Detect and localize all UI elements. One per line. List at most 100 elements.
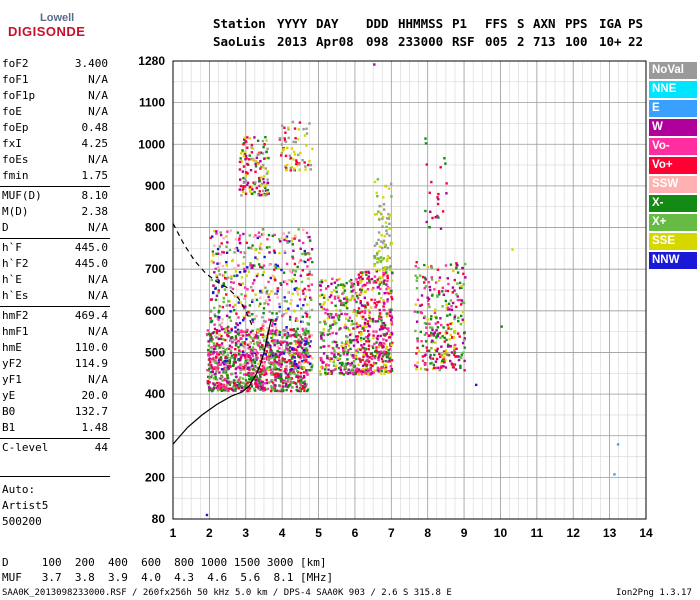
echo-point [273, 364, 276, 367]
echo-point [247, 355, 250, 359]
echo-point [245, 337, 248, 341]
x-tick-label: 6 [352, 526, 359, 540]
echo-point [438, 331, 442, 335]
echo-point [208, 357, 211, 360]
echo-point [307, 355, 310, 358]
echo-point [366, 288, 370, 291]
echo-point [259, 194, 262, 197]
echo-point [428, 334, 431, 337]
echo-point [218, 262, 221, 265]
echo-point [239, 376, 242, 379]
echo-point [261, 139, 265, 143]
echo-point [259, 265, 262, 269]
echo-point [233, 384, 237, 388]
echo-point [388, 266, 391, 269]
echo-point [297, 338, 300, 341]
echo-point [288, 346, 292, 349]
echo-point [415, 320, 419, 323]
echo-point [297, 351, 301, 355]
echo-point [278, 302, 281, 306]
echo-point [285, 308, 288, 312]
echo-point [238, 384, 242, 388]
echo-point [376, 366, 380, 369]
echo-point [390, 331, 393, 335]
header-cell: P1 [452, 16, 468, 31]
echo-point [437, 293, 441, 296]
param-separator [0, 306, 110, 307]
echo-point [356, 297, 360, 300]
echo-point [275, 389, 279, 392]
echo-point [444, 299, 447, 303]
echo-point [285, 388, 288, 392]
x-tick-label: 12 [567, 526, 581, 540]
echo-point [294, 342, 298, 346]
echo-point [447, 354, 451, 357]
echo-point [281, 149, 284, 153]
echo-point [212, 348, 216, 351]
echo-point [219, 352, 223, 355]
echo-point [376, 278, 379, 281]
echo-point [345, 313, 349, 316]
echo-point [282, 385, 285, 388]
echo-point [263, 382, 267, 385]
echo-point [308, 316, 311, 319]
echo-point [245, 313, 248, 317]
echo-point [357, 323, 360, 327]
echo-point [243, 152, 247, 156]
echo-point [338, 277, 341, 281]
echo-point [298, 340, 302, 343]
echo-point [232, 364, 235, 367]
echo-point [234, 330, 237, 333]
echo-point [270, 339, 274, 343]
echo-point [217, 353, 220, 356]
echo-point [304, 336, 307, 340]
echo-point [372, 286, 375, 290]
echo-point [280, 152, 283, 155]
echo-point [218, 323, 221, 327]
echo-point [237, 339, 240, 343]
echo-point [457, 355, 460, 358]
echo-point [240, 386, 244, 389]
echo-point [222, 389, 225, 392]
echo-point [386, 279, 389, 283]
echo-point [255, 385, 258, 388]
echo-point [356, 340, 359, 344]
echo-point [324, 311, 327, 315]
echo-point [241, 381, 244, 385]
echo-point [349, 347, 352, 351]
echo-point [381, 355, 384, 358]
echo-point [271, 274, 275, 278]
echo-point [278, 305, 281, 309]
echo-point [239, 178, 242, 181]
echo-point [360, 370, 363, 373]
echo-point [260, 193, 263, 197]
echo-point [239, 301, 243, 304]
echo-point [305, 231, 309, 235]
echo-point [304, 260, 307, 264]
echo-point [340, 364, 343, 367]
echo-point [374, 213, 377, 216]
echo-point [308, 235, 311, 239]
echo-point [290, 147, 294, 150]
echo-point [359, 292, 363, 295]
echo-point [447, 282, 450, 286]
echo-point [215, 368, 218, 371]
echo-point [366, 320, 370, 323]
header-cell: SaoLuis [213, 34, 266, 49]
echo-point [263, 373, 266, 377]
echo-point [414, 364, 417, 367]
echo-point [305, 127, 308, 130]
echo-point [270, 336, 273, 340]
echo-point [380, 319, 383, 322]
echo-point [241, 334, 245, 337]
echo-point [456, 295, 459, 298]
echo-point [220, 321, 224, 325]
echo-point [289, 365, 292, 368]
echo-point [264, 189, 268, 192]
plot-frame [172, 60, 647, 520]
echo-point [259, 348, 262, 351]
echo-point [347, 362, 350, 365]
echo-point [209, 298, 213, 301]
echo-point [373, 275, 377, 278]
echo-point [279, 380, 283, 383]
